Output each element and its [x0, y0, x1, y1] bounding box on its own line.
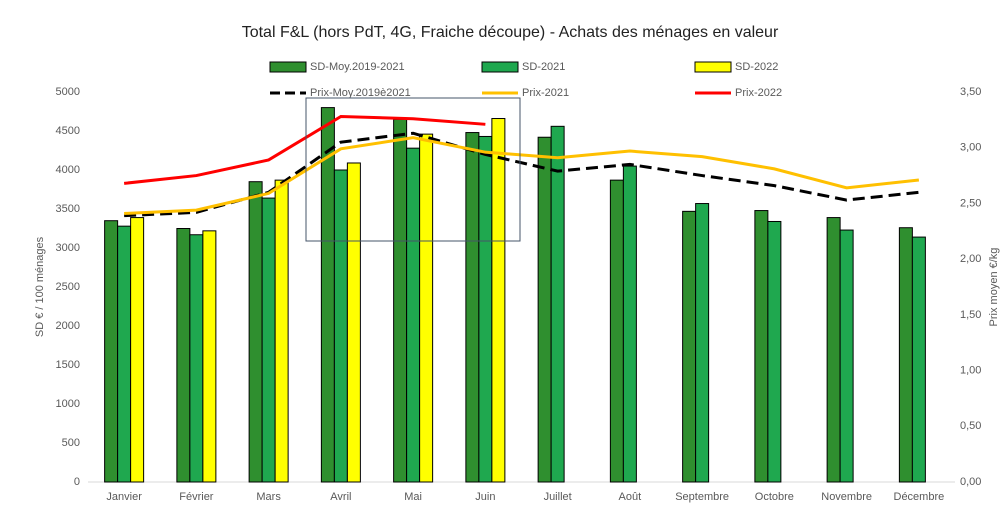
bar [465, 132, 480, 483]
x-tick-label: Mars [256, 491, 281, 503]
bar [622, 165, 637, 483]
bar [130, 217, 145, 483]
bar [609, 179, 624, 483]
bar [346, 162, 361, 483]
x-tick-label: Avril [330, 491, 351, 503]
legend-label: Prix-2022 [735, 87, 782, 99]
bar [826, 217, 841, 483]
x-tick-label: Janvier [106, 491, 142, 503]
legend-swatch [694, 61, 732, 73]
y2-tick-label: 1,50 [960, 309, 981, 321]
y2-tick-label: 3,00 [960, 142, 981, 154]
y2-tick-label: 1,00 [960, 364, 981, 376]
bar [695, 203, 710, 483]
bar [320, 107, 335, 483]
bar [682, 210, 697, 483]
y2-tick-label: 0,00 [960, 476, 981, 488]
bar [117, 225, 132, 483]
bar [176, 228, 191, 483]
y-tick-label: 500 [62, 437, 80, 449]
legend-label: Prix-2021 [522, 87, 569, 99]
y-tick-label: 3500 [56, 203, 80, 215]
y-tick-label: 0 [74, 476, 80, 488]
bar [911, 236, 926, 483]
bar [104, 220, 119, 483]
y2-tick-label: 2,00 [960, 253, 981, 265]
bar [550, 125, 565, 483]
bar [393, 118, 408, 483]
y2-tick-label: 0,50 [960, 420, 981, 432]
legend-swatch [269, 61, 307, 73]
y-tick-label: 5000 [56, 86, 80, 98]
y-tick-label: 1500 [56, 359, 80, 371]
legend-label: SD-2021 [522, 61, 565, 73]
x-tick-label: Septembre [675, 491, 729, 503]
legend-swatch [481, 61, 519, 73]
x-tick-label: Mai [404, 491, 422, 503]
bar [261, 197, 276, 483]
highlight-box [305, 97, 521, 242]
y2-tick-label: 3,50 [960, 86, 981, 98]
y-tick-label: 2500 [56, 281, 80, 293]
y2-axis-label: Prix moyen €/kg [988, 248, 1000, 327]
bar [419, 133, 434, 483]
y-tick-label: 4000 [56, 164, 80, 176]
bar [202, 230, 217, 483]
y-axis-label: SD € / 100 ménages [34, 236, 46, 337]
bar [333, 169, 348, 483]
bar [839, 229, 854, 483]
chart-title: Total F&L (hors PdT, 4G, Fraiche découpe… [242, 24, 779, 41]
bar [478, 135, 493, 483]
line [123, 115, 486, 185]
x-tick-label: Octobre [755, 491, 794, 503]
line [124, 136, 920, 215]
legend-label: SD-2022 [735, 61, 778, 73]
y-tick-label: 4500 [56, 125, 80, 137]
bar [754, 210, 769, 483]
x-tick-label: Août [619, 491, 642, 503]
bar [537, 136, 552, 483]
bar [189, 234, 204, 483]
x-tick-label: Février [179, 491, 214, 503]
x-tick-label: Décembre [894, 491, 945, 503]
x-tick-label: Juin [475, 491, 495, 503]
bar [406, 147, 421, 483]
x-tick-label: Novembre [821, 491, 872, 503]
bar [491, 118, 506, 483]
bar [898, 227, 913, 483]
legend-label: SD-Moy.2019-2021 [310, 61, 405, 73]
x-tick-label: Juillet [544, 491, 572, 503]
y-tick-label: 2000 [56, 320, 80, 332]
y-tick-label: 3000 [56, 242, 80, 254]
bar [248, 181, 263, 483]
bar [767, 220, 782, 483]
y-tick-label: 1000 [56, 398, 80, 410]
y2-tick-label: 2,50 [960, 197, 981, 209]
bar [274, 179, 289, 483]
legend-label: Prix-Moy.2019è2021 [310, 87, 411, 99]
